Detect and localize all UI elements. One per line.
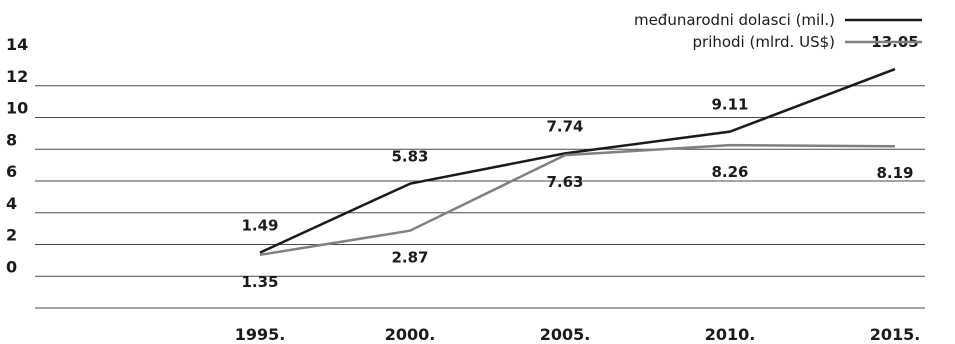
series-line-revenue (259, 143, 896, 257)
data-label: 7.63 (546, 173, 583, 191)
data-label: 8.19 (876, 164, 913, 182)
y-tick-label: 4 (6, 194, 17, 213)
series-line-arrivals (259, 67, 896, 254)
y-axis-tick-labels: 14 12 10 8 6 4 2 0 (6, 35, 28, 276)
data-label: 8.26 (711, 163, 748, 181)
y-tick-label: 2 (6, 226, 17, 245)
y-tick-label: 6 (6, 162, 17, 181)
y-tick-label: 0 (6, 257, 17, 276)
y-tick-label: 8 (6, 130, 17, 149)
x-tick-label: 1995. (235, 325, 286, 344)
y-tick-label: 14 (6, 35, 28, 54)
grid-lines (35, 85, 925, 309)
data-label: 5.83 (391, 148, 428, 166)
x-tick-label: 2015. (870, 325, 921, 344)
x-tick-label: 2005. (540, 325, 591, 344)
x-tick-label: 2010. (705, 325, 756, 344)
legend-label: prihodi (mlrd. US$) (693, 33, 836, 51)
legend: međunarodni dolasci (mil.) prihodi (mlrd.… (634, 11, 922, 51)
data-label: 7.74 (546, 117, 583, 135)
x-tick-label: 2000. (385, 325, 436, 344)
x-axis-tick-labels: 1995. 2000. 2005. 2010. 2015. (235, 325, 921, 344)
y-tick-label: 12 (6, 67, 28, 86)
data-label: 9.11 (711, 96, 748, 114)
y-tick-label: 10 (6, 99, 28, 118)
data-label: 1.49 (241, 217, 278, 235)
data-label: 1.35 (241, 273, 278, 291)
series-lines (259, 67, 896, 257)
data-label: 2.87 (391, 249, 428, 267)
legend-label: međunarodni dolasci (mil.) (634, 11, 835, 29)
